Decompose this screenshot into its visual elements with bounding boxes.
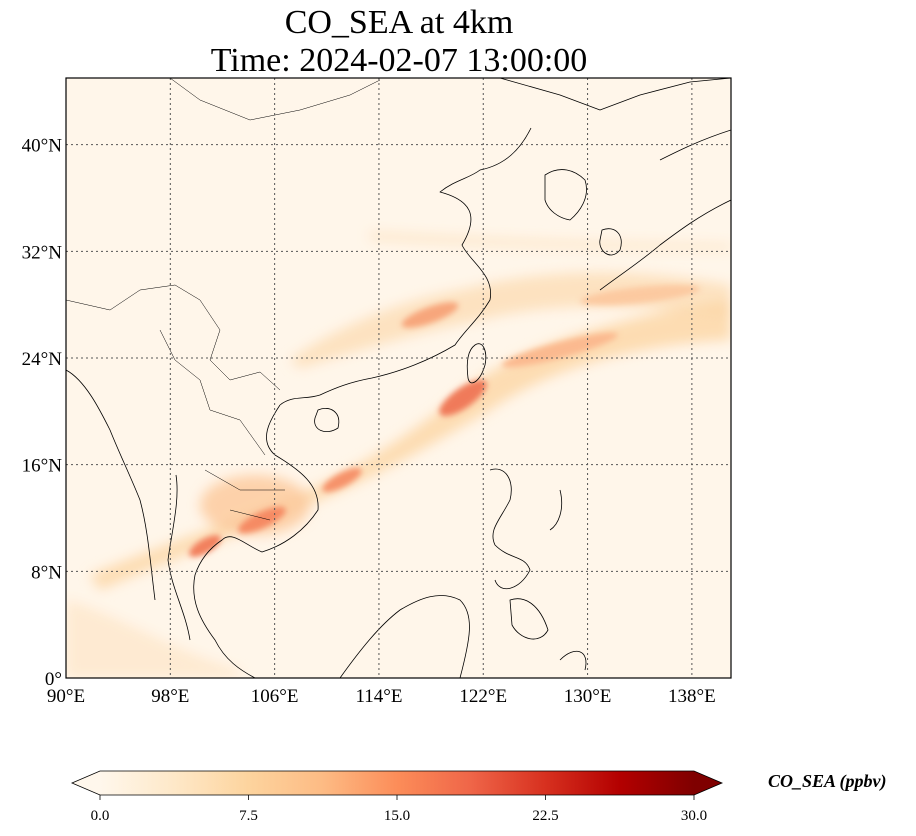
- southern-haze: [66, 600, 240, 678]
- plume-core-east-china: [401, 302, 459, 328]
- lat-tick-label: 32°N: [22, 242, 63, 263]
- coastline-indochina: [193, 404, 319, 678]
- coastline-china: [279, 78, 731, 406]
- latitude-tick-labels: 0° 8°N 16°N 24°N 32°N 40°N: [22, 136, 63, 690]
- lat-tick-label: 40°N: [22, 136, 63, 157]
- coastline-philippines: [489, 468, 563, 640]
- plume-core-gulf: [189, 535, 221, 557]
- colorbar-tick-label: 22.5: [532, 808, 558, 824]
- map-background: [66, 78, 731, 678]
- lon-tick-label: 138°E: [668, 686, 716, 707]
- lat-tick-label: 0°: [45, 669, 62, 690]
- lon-tick-label: 114°E: [355, 686, 402, 707]
- lon-tick-label: 122°E: [459, 686, 507, 707]
- gridlines: [66, 78, 731, 678]
- colorbar-tick-label: 30.0: [681, 808, 707, 824]
- colorbar-tick-label: 15.0: [384, 808, 410, 824]
- lon-tick-label: 98°E: [151, 686, 189, 707]
- plume-core-japan-east: [580, 284, 700, 306]
- coastline-hainan: [314, 408, 340, 432]
- colorbar-extend-high: [694, 771, 722, 795]
- lat-tick-label: 16°N: [22, 456, 63, 477]
- colorbar-extend-low: [72, 771, 100, 795]
- yellow-sea-band: [370, 232, 731, 250]
- lon-tick-label: 130°E: [564, 686, 612, 707]
- colorbar-ticks: 0.0 7.5 15.0 22.5 30.0: [91, 795, 707, 824]
- coastlines: [66, 78, 731, 678]
- coastline-malay: [66, 369, 191, 641]
- colorbar-tick-label: 7.5: [239, 808, 258, 824]
- map-title-line-2: Time: 2024-02-07 13:00:00: [210, 42, 588, 79]
- plume-layer-core: [189, 284, 700, 557]
- lat-tick-label: 8°N: [31, 562, 62, 583]
- coastline-borneo: [339, 595, 470, 678]
- colorbar-label: CO_SEA (ppbv): [768, 771, 887, 791]
- coastline-korea: [544, 169, 587, 221]
- map-frame: [65, 77, 732, 679]
- colorbar: 0.0 7.5 15.0 22.5 30.0: [70, 770, 724, 824]
- lon-tick-label: 90°E: [47, 686, 85, 707]
- colorbar-tick-label: 0.0: [91, 808, 110, 824]
- lat-tick-label: 24°N: [22, 349, 63, 370]
- lon-tick-label: 106°E: [251, 686, 299, 707]
- plume-core-cambodia: [238, 506, 286, 534]
- coastline-taiwan: [466, 343, 487, 384]
- plume-core-okinawa: [502, 332, 618, 368]
- colorbar-gradient: [100, 771, 694, 795]
- longitude-tick-labels: 90°E 98°E 106°E 114°E 122°E 130°E 138°E: [47, 686, 716, 707]
- coastline-sulawesi: [559, 650, 587, 671]
- plume-core-taiwan: [439, 379, 487, 417]
- plume-core-south-china-sea: [322, 467, 362, 493]
- map-title-line-1: CO_SEA at 4km: [284, 4, 514, 41]
